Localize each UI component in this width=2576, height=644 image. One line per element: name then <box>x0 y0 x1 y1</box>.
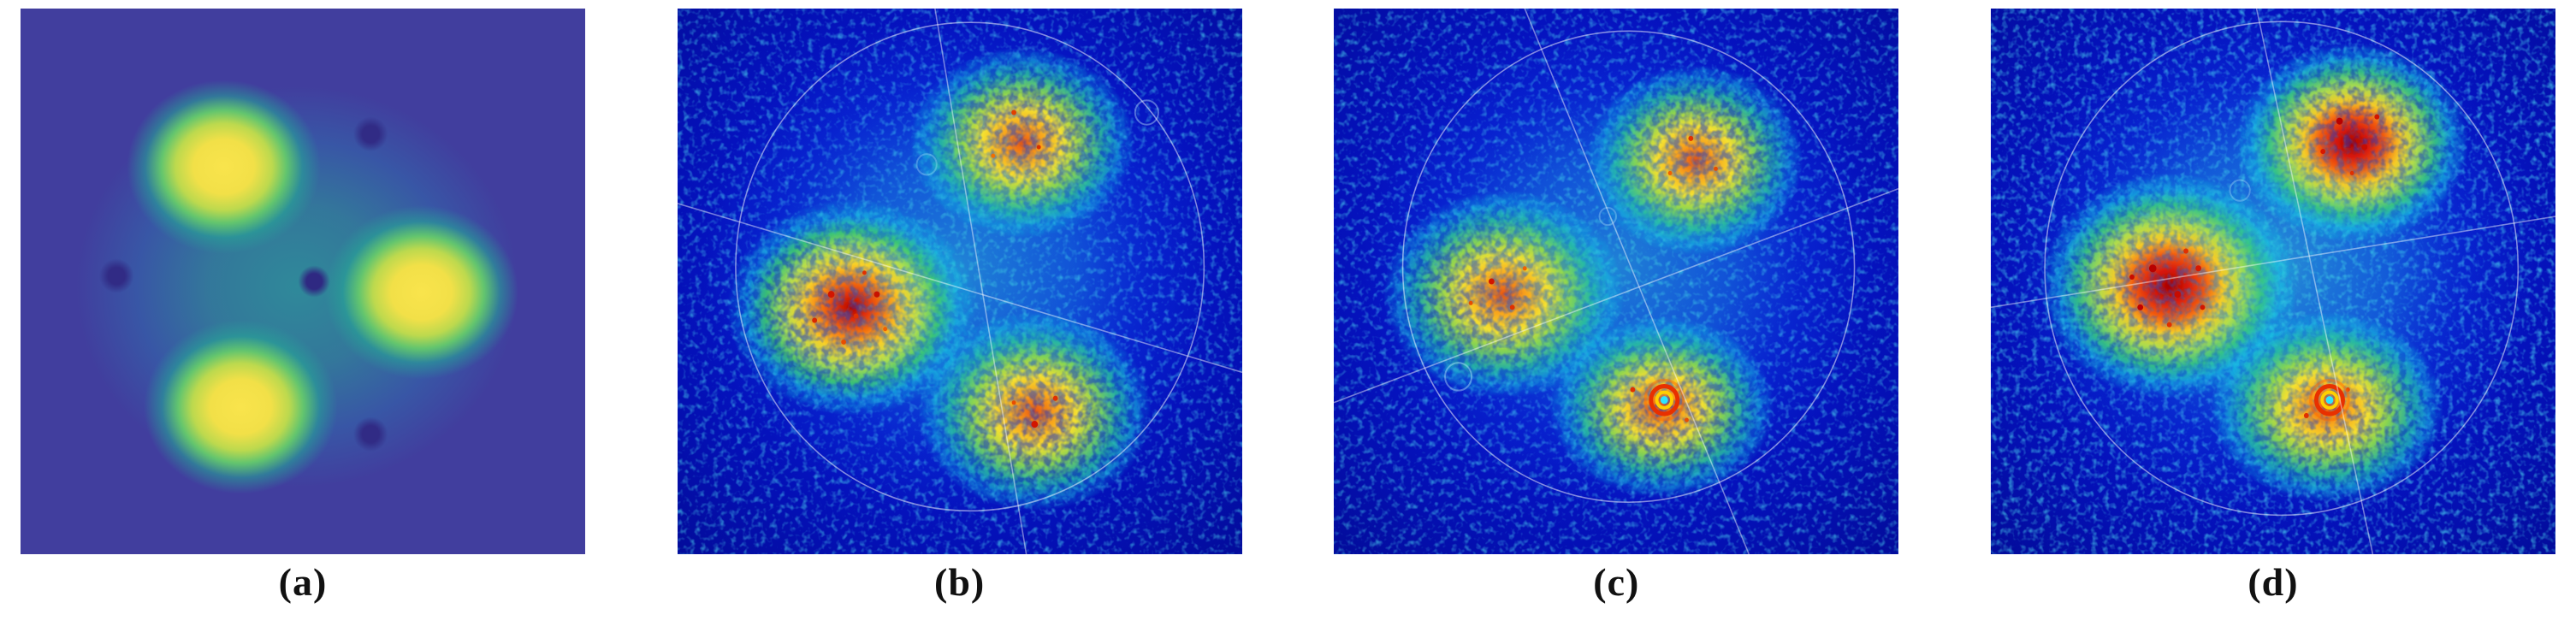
overlay-circle <box>734 21 1205 512</box>
panel-d-alignment-overlay <box>1990 9 2555 554</box>
overlay-line-1 <box>2255 9 2374 554</box>
overlay-line-1 <box>1524 9 1750 554</box>
panel-d-label: (d) <box>2247 560 2299 604</box>
panel-b: (b) <box>677 9 1242 604</box>
panel-d-svg <box>1990 9 2555 554</box>
panel-c-speckled-lobes <box>1383 64 1803 499</box>
panel-b-measured-intensity-image <box>677 9 1242 554</box>
panel-b-hot-pixels <box>811 109 1058 428</box>
panel-c: (c) <box>1334 9 1899 604</box>
panel-d-ring-artifacts <box>2229 179 2251 202</box>
overlay-circle <box>2044 21 2520 517</box>
panel-b-speckled-lobes <box>726 47 1151 511</box>
panel-b-label: (b) <box>934 560 986 604</box>
panel-c-ring-artifacts <box>1444 206 1618 392</box>
panel-a-label: (a) <box>278 560 328 604</box>
panel-d: (d) <box>1990 9 2555 604</box>
panel-a: (a) <box>21 9 585 602</box>
panel-a-simulated-mode-image <box>21 9 585 554</box>
panel-c-svg <box>1334 9 1899 554</box>
panel-d-bullseye-artifact <box>2309 378 2350 422</box>
panel-c-alignment-overlay <box>1334 9 1899 554</box>
overlay-line-2 <box>933 9 1027 554</box>
overlay-line-2 <box>1334 187 1899 404</box>
overlay-line-2 <box>1990 216 2555 309</box>
panel-c-measured-intensity-image <box>1334 9 1899 554</box>
panel-c-hot-pixels <box>1469 135 1719 422</box>
panel-b-alignment-overlay <box>677 9 1242 554</box>
overlay-circle <box>1402 30 1856 504</box>
panel-d-measured-intensity-image <box>1990 9 2555 554</box>
panel-d-hot-pixels <box>2129 114 2380 419</box>
panel-b-svg <box>677 9 1242 554</box>
panel-c-bullseye-artifact <box>1643 378 1685 422</box>
panel-c-label: (c) <box>1593 560 1640 604</box>
overlay-line-1 <box>677 203 1242 374</box>
panel-b-ring-artifacts <box>915 99 1159 176</box>
